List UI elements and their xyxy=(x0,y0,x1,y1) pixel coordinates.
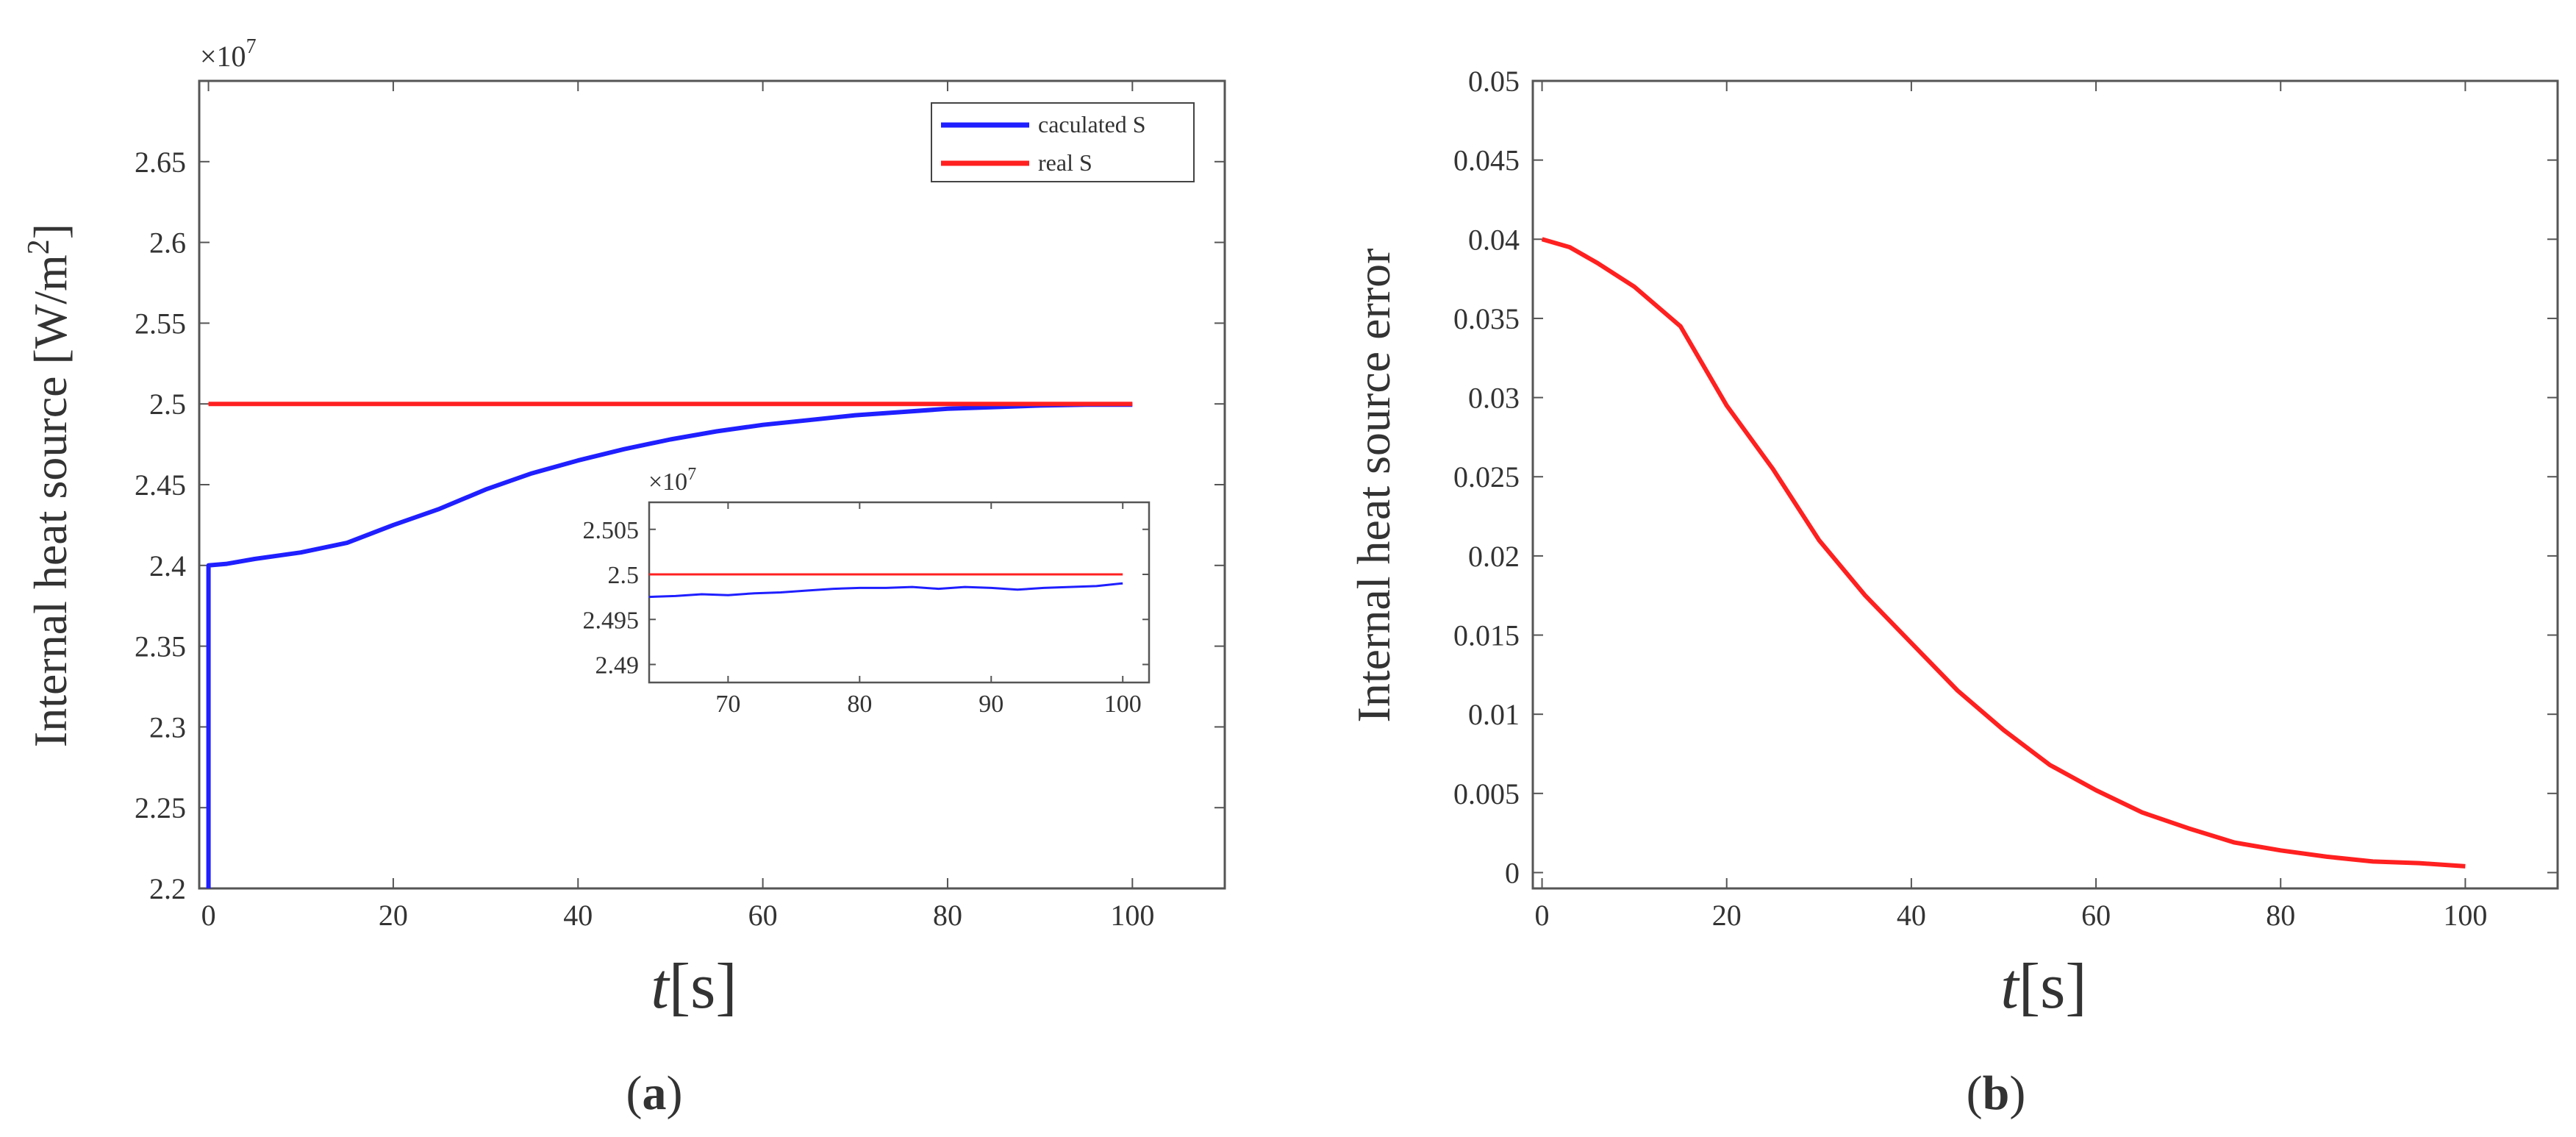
chart-b-ticks: 0 20 40 60 80 100 0 0.005 0.01 0.015 0.02 0.025 0.03… xyxy=(1453,65,2558,932)
chart-b-xtick-label: 60 xyxy=(2081,899,2111,932)
chart-a-legend: caculated S real S xyxy=(931,102,1195,182)
inset-ytick-label: 2.5 xyxy=(608,562,640,589)
legend-box xyxy=(931,102,1195,182)
chart-b-ytick-label: 0.01 xyxy=(1468,698,1520,731)
chart-a-ytick-label: 2.4 xyxy=(149,549,186,582)
chart-b-xlabel: t[s] xyxy=(2000,951,2086,1022)
inset-ytick-label: 2.495 xyxy=(583,607,640,634)
chart-a-ytick-label: 2.6 xyxy=(149,227,186,260)
chart-b-series-error xyxy=(1541,237,2466,869)
chart-b-ytick-label: 0.005 xyxy=(1453,777,1520,810)
inset-ytick-label: 2.49 xyxy=(595,652,640,680)
panel-label-a: (a) xyxy=(626,1066,683,1120)
inset-series-caculated-s xyxy=(648,582,1123,599)
chart-a-ytick-label: 2.2 xyxy=(149,872,186,905)
chart-b-ytick-label: 0 xyxy=(1505,856,1520,889)
chart-a-ytick-label: 2.35 xyxy=(135,630,186,663)
chart-a-xtick-label: 40 xyxy=(563,899,593,932)
chart-a-ticks: 0 20 40 60 80 100 2.2 2.25 2.3 2.35 2.4 2.45 2.5 2.55… xyxy=(135,81,1225,932)
chart-panel-a: 0 20 40 60 80 100 2.2 2.25 2.3 2.35 2.4 2.45 2.5 2.55… xyxy=(22,35,1226,1120)
chart-b-plot-area xyxy=(1531,79,2559,890)
legend-label-calculated: caculated S xyxy=(1038,111,1146,138)
chart-b-ytick-label: 0.015 xyxy=(1453,619,1520,652)
chart-b-ytick-label: 0.04 xyxy=(1468,223,1520,256)
chart-a-series-caculated-s xyxy=(206,402,1133,888)
inset-series xyxy=(648,573,1123,599)
chart-a-xtick-label: 100 xyxy=(1110,899,1154,932)
chart-b-xtick-label: 20 xyxy=(1712,899,1742,932)
chart-b-xtick-label: 80 xyxy=(2266,899,2295,932)
chart-b-ytick-label: 0.03 xyxy=(1468,382,1520,415)
chart-a-ytick-label: 2.3 xyxy=(149,710,186,744)
chart-b-series xyxy=(1541,237,2466,869)
chart-a-xtick-label: 20 xyxy=(379,899,408,932)
chart-a-ytick-label: 2.55 xyxy=(135,307,186,340)
chart-a-ylabel: Internal heat source [W/m2] xyxy=(22,224,76,747)
inset-ytick-label: 2.505 xyxy=(583,517,640,544)
chart-a-xtick-label: 80 xyxy=(933,899,962,932)
chart-a-ytick-label: 2.65 xyxy=(135,146,186,179)
chart-b-xtick-label: 100 xyxy=(2443,899,2487,932)
chart-a-xtick-label: 0 xyxy=(201,899,216,932)
inset-xtick-label: 80 xyxy=(847,691,872,718)
chart-a-plot-area xyxy=(198,79,1226,890)
chart-b-ylabel: Internal heat source error xyxy=(1348,249,1400,723)
chart-b-xtick-label: 40 xyxy=(1897,899,1926,932)
chart-b-ytick-label: 0.025 xyxy=(1453,460,1520,493)
chart-b-ytick-label: 0.045 xyxy=(1453,144,1520,177)
chart-a-ytick-label: 2.45 xyxy=(135,468,186,502)
panel-label-b: (b) xyxy=(1967,1066,2026,1120)
chart-b-ytick-label: 0.05 xyxy=(1468,65,1520,98)
chart-a-ytick-label: 2.25 xyxy=(135,791,186,824)
chart-a-exponent: ×107 xyxy=(200,35,257,73)
chart-a-xlabel: t[s] xyxy=(651,951,737,1022)
inset-xtick-label: 100 xyxy=(1104,691,1142,718)
chart-b-xtick-label: 0 xyxy=(1535,899,1550,932)
chart-panel-b: 0 20 40 60 80 100 0 0.005 0.01 0.015 0.02 0.025 0.03… xyxy=(1348,65,2559,1120)
inset-ticks: 70 80 90 100 2.49 2.495 2.5 2.505 xyxy=(583,502,1149,718)
chart-a-series xyxy=(206,402,1133,888)
chart-a-xtick-label: 60 xyxy=(748,899,778,932)
inset-exponent: ×107 xyxy=(648,465,696,496)
inset-plot-area xyxy=(648,501,1151,684)
chart-a-inset: 70 80 90 100 2.49 2.495 2.5 2.505 ×107 xyxy=(583,465,1151,718)
chart-a-ytick-label: 2.5 xyxy=(149,388,186,421)
inset-xtick-label: 90 xyxy=(978,691,1003,718)
chart-b-ytick-label: 0.035 xyxy=(1453,302,1520,335)
legend-label-real: real S xyxy=(1038,149,1092,176)
inset-xtick-label: 70 xyxy=(715,691,740,718)
chart-b-ytick-label: 0.02 xyxy=(1468,540,1520,573)
